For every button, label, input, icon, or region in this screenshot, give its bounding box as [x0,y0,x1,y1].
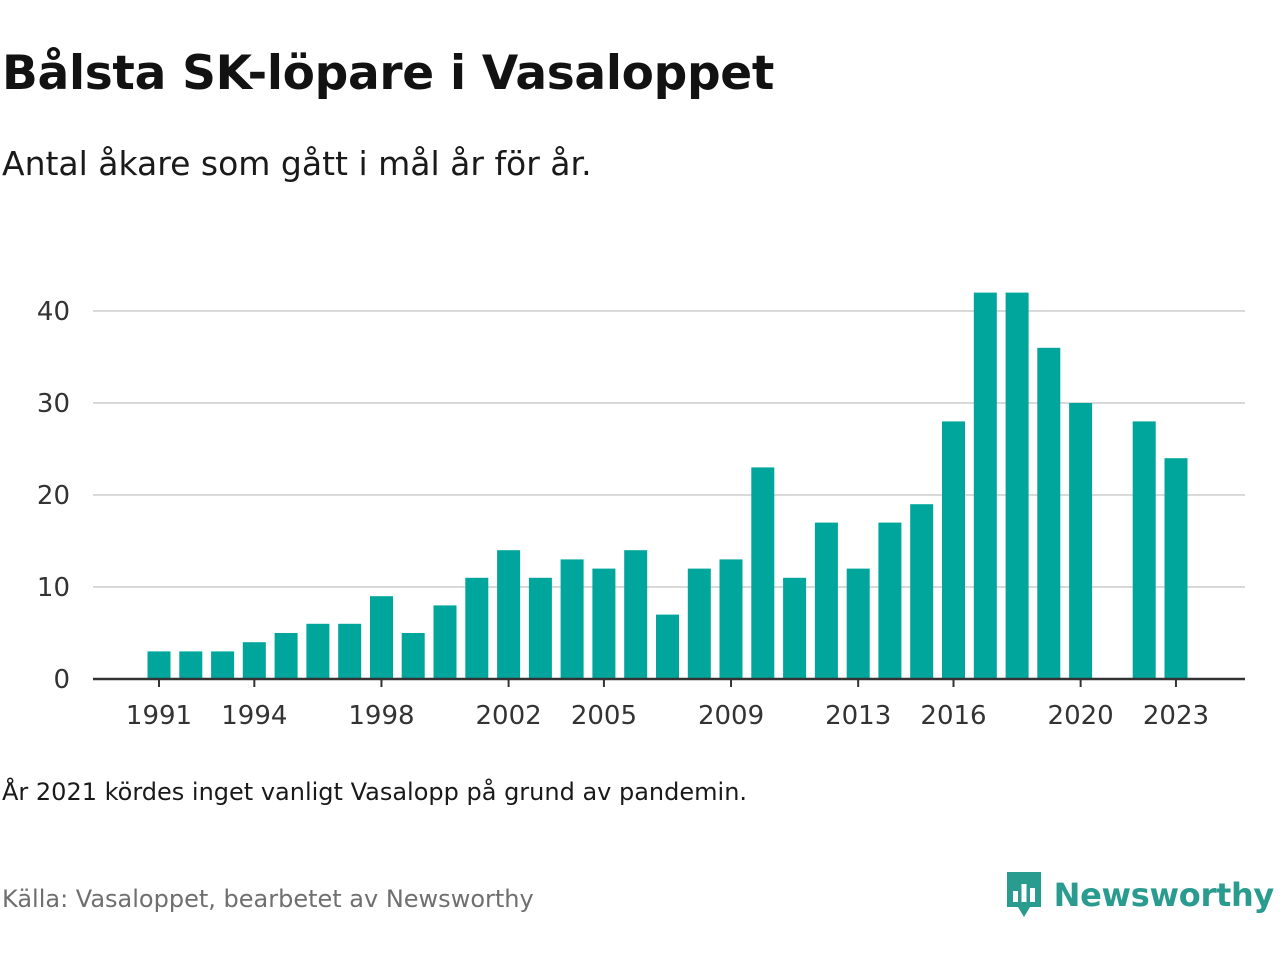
bar-2001 [465,577,489,679]
bar-1994 [242,642,266,679]
chart-title: Bålsta SK-löpare i Vasaloppet [2,46,775,101]
x-tick-label-1991: 1991 [126,701,192,731]
bar-2023 [1164,458,1188,679]
x-tick-label-2020: 2020 [1048,701,1114,731]
bar-2009 [719,559,743,679]
bar-2006 [624,550,648,679]
bar-1999 [401,633,425,679]
bar-1993 [211,651,235,679]
bar-1998 [370,596,393,679]
y-axis-labels: 0 10 20 30 40 [37,297,70,695]
bar-1996 [306,623,330,679]
y-tick-label-10: 10 [37,573,70,603]
bar-2018 [1005,292,1029,679]
bar-2016 [942,421,965,679]
x-axis-ticks: 1991 1994 1998 2002 2005 2009 2013 2016 2020 2023 [126,679,1209,731]
y-tick-label-40: 40 [37,297,70,327]
x-tick-label-2016: 2016 [920,701,986,731]
bar-1995 [274,633,298,679]
bar-2019 [1037,347,1061,679]
bar-2010 [751,467,775,679]
bar-2020 [1069,403,1093,679]
bar-2000 [433,605,457,679]
brand-logo: Newsworthy [1004,870,1274,920]
bar-2013 [846,568,870,679]
bar-2004 [560,559,584,679]
x-tick-label-2009: 2009 [698,701,764,731]
x-tick-label-1998: 1998 [348,701,414,731]
bar-2007 [656,614,679,679]
footnote: År 2021 kördes inget vanligt Vasalopp på… [2,778,748,806]
y-tick-label-20: 20 [37,481,70,511]
bars [147,292,1188,679]
newsworthy-logo-icon [1006,872,1041,917]
source-credit: Källa: Vasaloppet, bearbetet av Newswort… [2,885,534,913]
bar-2022 [1132,421,1156,679]
bar-2011 [783,577,807,679]
x-tick-label-2013: 2013 [825,701,891,731]
bar-1991 [147,651,171,679]
bar-1992 [179,651,203,679]
bar-2014 [878,522,902,679]
brand-name: Newsworthy [1053,876,1275,914]
x-tick-label-2002: 2002 [475,701,541,731]
bar-2008 [687,568,711,679]
chart-subtitle: Antal åkare som gått i mål år för år. [2,144,592,183]
x-tick-label-1994: 1994 [221,701,287,731]
bar-2003 [528,577,552,679]
bar-chart: 1991 1994 1998 2002 2005 2009 2013 2016 2020 2023… [37,292,1245,731]
y-tick-label-30: 30 [37,389,70,419]
y-tick-label-0: 0 [53,665,70,695]
bar-2015 [910,504,934,679]
bar-2012 [814,522,838,679]
x-tick-label-2023: 2023 [1143,701,1209,731]
x-tick-label-2005: 2005 [571,701,637,731]
bar-1997 [338,623,362,679]
bar-2017 [973,292,997,679]
bar-2005 [592,568,616,679]
bar-2002 [497,550,521,679]
